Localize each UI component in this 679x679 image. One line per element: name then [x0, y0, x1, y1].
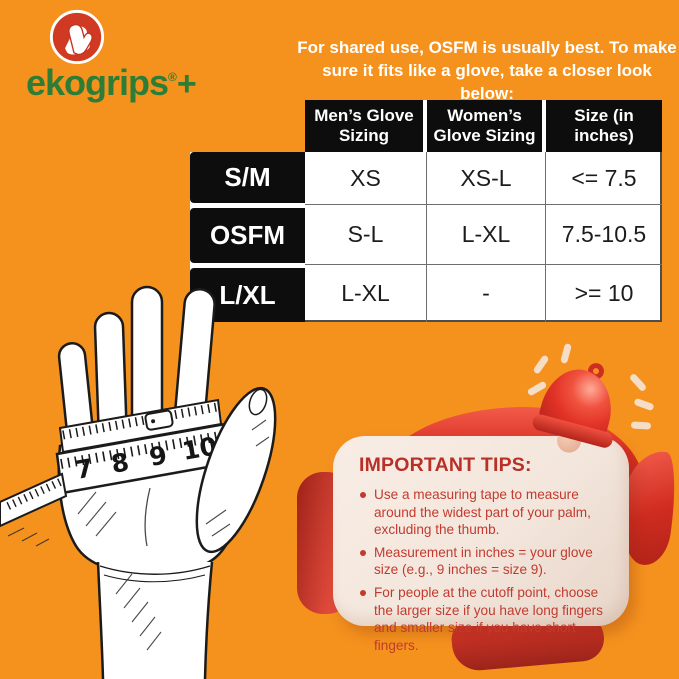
- column-header-mens: Men’s Glove Sizing: [305, 100, 423, 152]
- hatching: [7, 419, 270, 651]
- row-label-osfm: OSFM: [190, 208, 305, 263]
- tip-item: Use a measuring tape to measure around t…: [359, 486, 609, 539]
- table-cell: -: [427, 265, 546, 322]
- tips-heading: IMPORTANT TIPS:: [359, 454, 532, 476]
- measuring-tape-upper: [58, 398, 223, 454]
- wrist: [96, 561, 214, 679]
- alert-dash-icon: [630, 421, 652, 430]
- thumb: [195, 386, 277, 554]
- important-tips-card: IMPORTANT TIPS: Use a measuring tape to …: [333, 436, 629, 653]
- table-cell: <= 7.5: [546, 152, 662, 205]
- alert-dash-icon: [633, 397, 655, 412]
- brand-logo: ekogrips®+: [18, 4, 218, 114]
- table-cell: >= 10: [574, 280, 634, 306]
- thumb-nail: [248, 388, 268, 416]
- column-header-womens: Women’s Glove Sizing: [427, 100, 542, 152]
- table-cell: L-XL: [427, 205, 546, 265]
- glove-sizing-table: Men’s Glove Sizing Women’s Glove Sizing …: [190, 100, 662, 323]
- tip-text: Measurement in inches = your glove size …: [374, 544, 593, 578]
- tip-item: For people at the cutoff point, choose t…: [359, 584, 609, 654]
- table-cell: S-L: [305, 205, 427, 265]
- brand-word: ekogrips: [26, 62, 169, 103]
- tape-number: 7: [73, 453, 95, 485]
- brand-plus: +: [176, 65, 197, 103]
- hand-measuring-illustration: 7 8 9 10 1: [0, 285, 277, 679]
- table-cell: 7.5-10.5: [546, 205, 662, 265]
- table-body: XS XS-L <= 7.5 S-L L-XL 7.5-10.5 L-XL - …: [305, 152, 662, 322]
- tip-text: For people at the cutoff point, choose t…: [374, 584, 603, 653]
- tape-number: 9: [147, 440, 169, 472]
- table-header-row: Men’s Glove Sizing Women’s Glove Sizing …: [305, 100, 662, 152]
- brand-name: ekogrips®+: [26, 62, 197, 104]
- tape-number: 8: [109, 447, 131, 479]
- tip-text: Use a measuring tape to measure around t…: [374, 487, 591, 538]
- tips-list: Use a measuring tape to measure around t…: [359, 486, 609, 654]
- gloves-icon: [49, 9, 105, 65]
- table-cell: XS-L: [427, 152, 546, 205]
- intro-text: For shared use, OSFM is usually best. To…: [297, 38, 677, 103]
- row-label-sm: S/M: [190, 152, 305, 203]
- measuring-tape-tail: [0, 472, 68, 528]
- table-cell: L-XL: [305, 265, 427, 322]
- tip-item: Measurement in inches = your glove size …: [359, 544, 609, 579]
- column-header-size: Size (in inches): [546, 100, 662, 152]
- table-cell: XS: [305, 152, 427, 205]
- trademark-symbol: ®: [168, 70, 177, 84]
